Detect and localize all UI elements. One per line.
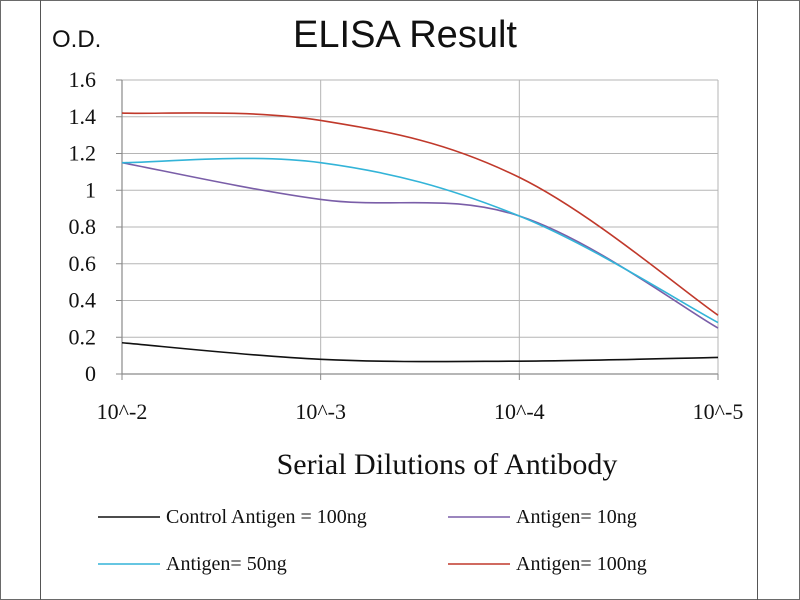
series-lines	[121, 112, 719, 363]
x-tick-label: 10^-4	[494, 399, 545, 424]
y-tick-label: 0.6	[69, 251, 97, 276]
x-tick-label: 10^-2	[97, 399, 148, 424]
legend-label: Antigen= 10ng	[516, 506, 637, 528]
series-line	[121, 161, 719, 329]
y-tick-label: 0.4	[69, 288, 97, 313]
y-tick-label: 1	[85, 177, 96, 202]
y-tick-label: 1.2	[69, 141, 97, 166]
y-tick-label: 0.2	[69, 324, 97, 349]
x-axis-label: Serial Dilutions of Antibody	[277, 448, 618, 481]
x-tick-label: 10^-3	[295, 399, 346, 424]
y-tick-label: 1.4	[69, 104, 97, 129]
y-tick-label: 1.6	[69, 67, 97, 92]
right-border	[757, 0, 758, 600]
series-line	[121, 341, 719, 363]
axes	[116, 79, 719, 380]
y-tick-label: 0	[85, 361, 96, 386]
left-border	[40, 0, 41, 600]
legend-label: Antigen= 100ng	[516, 553, 647, 575]
series-line	[121, 112, 719, 316]
y-axis-label: O.D.	[52, 26, 101, 53]
grid-lines	[122, 79, 719, 374]
x-tick-label: 10^-5	[693, 399, 744, 424]
y-tick-labels: 0 0.2 0.4 0.6 0.8 1 1.2 1.4 1.6	[69, 67, 97, 386]
chart-title: ELISA Result	[293, 14, 517, 56]
y-tick-label: 0.8	[69, 214, 97, 239]
x-tick-labels: 10^-2 10^-3 10^-4 10^-5	[97, 399, 744, 424]
legend: Control Antigen = 100ng Antigen= 10ng Anti…	[98, 506, 647, 575]
series-line	[121, 157, 719, 324]
legend-label: Control Antigen = 100ng	[166, 506, 367, 528]
legend-label: Antigen= 50ng	[166, 553, 287, 575]
